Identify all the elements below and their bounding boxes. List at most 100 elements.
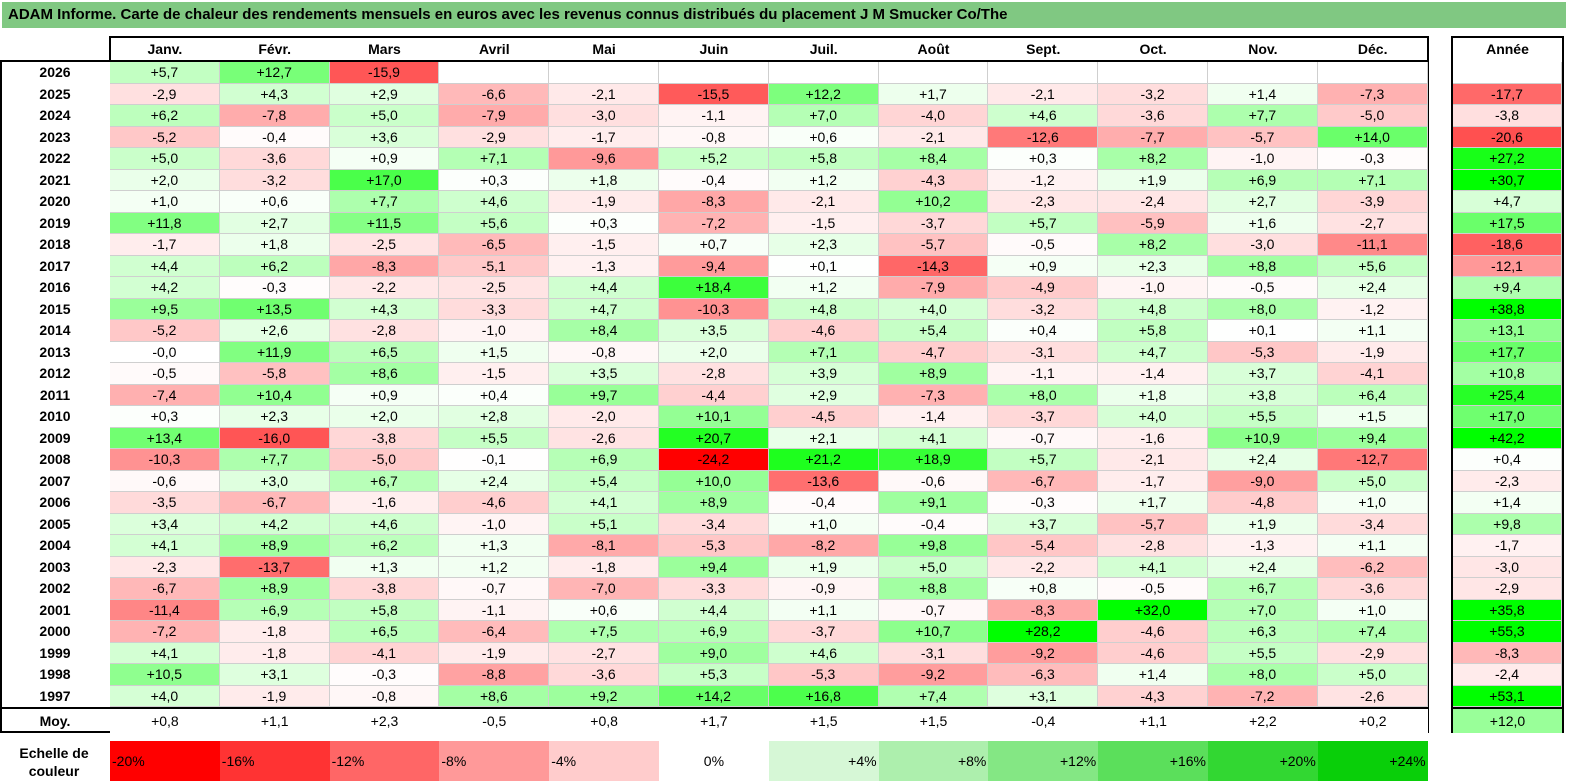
annual-cell: +10,8 [1453,363,1562,385]
heatmap-cell: -1,8 [219,621,330,643]
heatmap-cell: +8,8 [1208,255,1318,277]
heatmap-cell: -6,5 [439,234,550,256]
heatmap-cell: -4,0 [878,105,989,127]
heatmap-cell: +2,0 [329,406,440,428]
average-cell: +0,2 [1317,709,1428,733]
color-scale-step: -8% [439,741,550,781]
heatmap-cell: -0,8 [549,341,659,363]
year-label: 2002 [39,580,71,596]
heatmap-cell: -5,0 [1317,105,1428,127]
heatmap-cell: +5,5 [1208,406,1318,428]
heatmap-cell: -7,2 [659,212,769,234]
heatmap-cell: +4,6 [768,642,879,664]
heatmap-cell: -9,6 [549,148,659,170]
heatmap-cell: -2,8 [1098,535,1208,557]
heatmap-cell [549,62,659,84]
annual-cell: -3,8 [1453,105,1562,127]
heatmap-cell: -7,2 [1208,685,1318,707]
heatmap-cell: +5,8 [768,148,879,170]
year-label: 2017 [39,257,71,274]
heatmap-cell: -2,0 [549,406,659,428]
heatmap-cell: +0,3 [549,212,659,234]
heatmap-cell: -2,2 [329,277,440,299]
heatmap-cell: +8,8 [878,578,989,600]
heatmap-cell: -1,9 [549,191,659,213]
heatmap-cell: +5,7 [110,62,220,84]
heatmap-cell: -11,1 [1317,234,1428,256]
heatmap-cell: -1,7 [549,126,659,148]
average-cell: +0,8 [110,709,220,733]
heatmap-cell: -10,3 [110,449,220,471]
month-header: Juil. [809,41,838,57]
heatmap-cell: +7,1 [768,341,879,363]
annual-cell: -18,6 [1453,234,1562,256]
color-scale-step: +8% [878,741,989,781]
heatmap-cell: -0,4 [659,169,769,191]
annual-cell: -20,6 [1453,126,1562,148]
heatmap-cell: +1,4 [1208,83,1318,105]
year-label: 2013 [39,343,71,360]
year-label: 2000 [39,623,71,639]
heatmap-cell: +1,7 [1098,492,1208,514]
heatmap-cell: -3,7 [768,621,879,643]
heatmap-cell: -3,0 [1208,234,1318,256]
average-cell: +1,5 [768,709,879,733]
heatmap-cell: +17,0 [329,169,440,191]
heatmap-cell: +4,1 [110,642,220,664]
average-cell: -0,4 [988,709,1099,733]
heatmap-cell: -5,2 [110,320,220,342]
heatmap-cell: -5,1 [439,255,550,277]
heatmap-cell: +1,0 [1317,492,1428,514]
heatmap-cell: -0,0 [110,341,220,363]
heatmap-cell: +7,5 [549,621,659,643]
heatmap-cell: -2,1 [768,191,879,213]
heatmap-cell: +1,9 [768,556,879,578]
month-header: Août [917,41,950,57]
heatmap-cell: +5,6 [1317,255,1428,277]
heatmap-cell: -8,8 [439,664,550,686]
heatmap-cell: +6,5 [329,341,440,363]
heatmap-cell: +1,1 [1317,535,1428,557]
heatmap-cell: +6,9 [219,599,330,621]
heatmap-cell: +1,7 [878,83,989,105]
heatmap-cell: +4,0 [1098,406,1208,428]
heatmap-cell: +4,0 [110,685,220,707]
heatmap-cell: +4,7 [1098,341,1208,363]
heatmap-cell: -3,4 [659,513,769,535]
heatmap-cell: -7,3 [878,384,989,406]
heatmap-cell: +0,6 [219,191,330,213]
heatmap-cell: +8,9 [878,363,989,385]
heatmap-cell: +2,4 [1208,556,1318,578]
heatmap-cell: -2,1 [878,126,989,148]
annual-cell [1453,62,1562,84]
annual-cell: -3,0 [1453,556,1562,578]
heatmap-cell: -1,9 [439,642,550,664]
annual-cell: -8,3 [1453,642,1562,664]
heatmap-cell: +4,2 [110,277,220,299]
heatmap-cell: +1,0 [1317,599,1428,621]
heatmap-cell: -12,6 [988,126,1099,148]
heatmap-cell: -5,3 [768,664,879,686]
heatmap-cell: +7,7 [219,449,330,471]
heatmap-cell [439,62,550,84]
year-label: 2025 [39,85,71,102]
heatmap-cell: -7,2 [110,621,220,643]
heatmap-cell: +5,6 [439,212,550,234]
year-label: 2001 [39,601,71,618]
heatmap-cell: -7,0 [549,578,659,600]
year-label: 2004 [39,537,71,553]
heatmap-cell: -4,9 [988,277,1099,299]
heatmap-cell: +0,3 [988,148,1099,170]
heatmap-cell: +5,7 [988,449,1099,471]
heatmap-cell: -0,7 [988,427,1099,449]
heatmap-cell: +4,7 [549,298,659,320]
heatmap-cell: +4,2 [219,513,330,535]
heatmap-cell: +4,6 [439,191,550,213]
heatmap-cell: -1,8 [219,642,330,664]
heatmap-cell: +13,5 [219,298,330,320]
heatmap-cell: -2,9 [110,83,220,105]
heatmap-cell: +4,3 [329,298,440,320]
heatmap-cell: +2,3 [219,406,330,428]
year-label: 2016 [39,279,71,295]
heatmap-cell: +8,4 [878,148,989,170]
